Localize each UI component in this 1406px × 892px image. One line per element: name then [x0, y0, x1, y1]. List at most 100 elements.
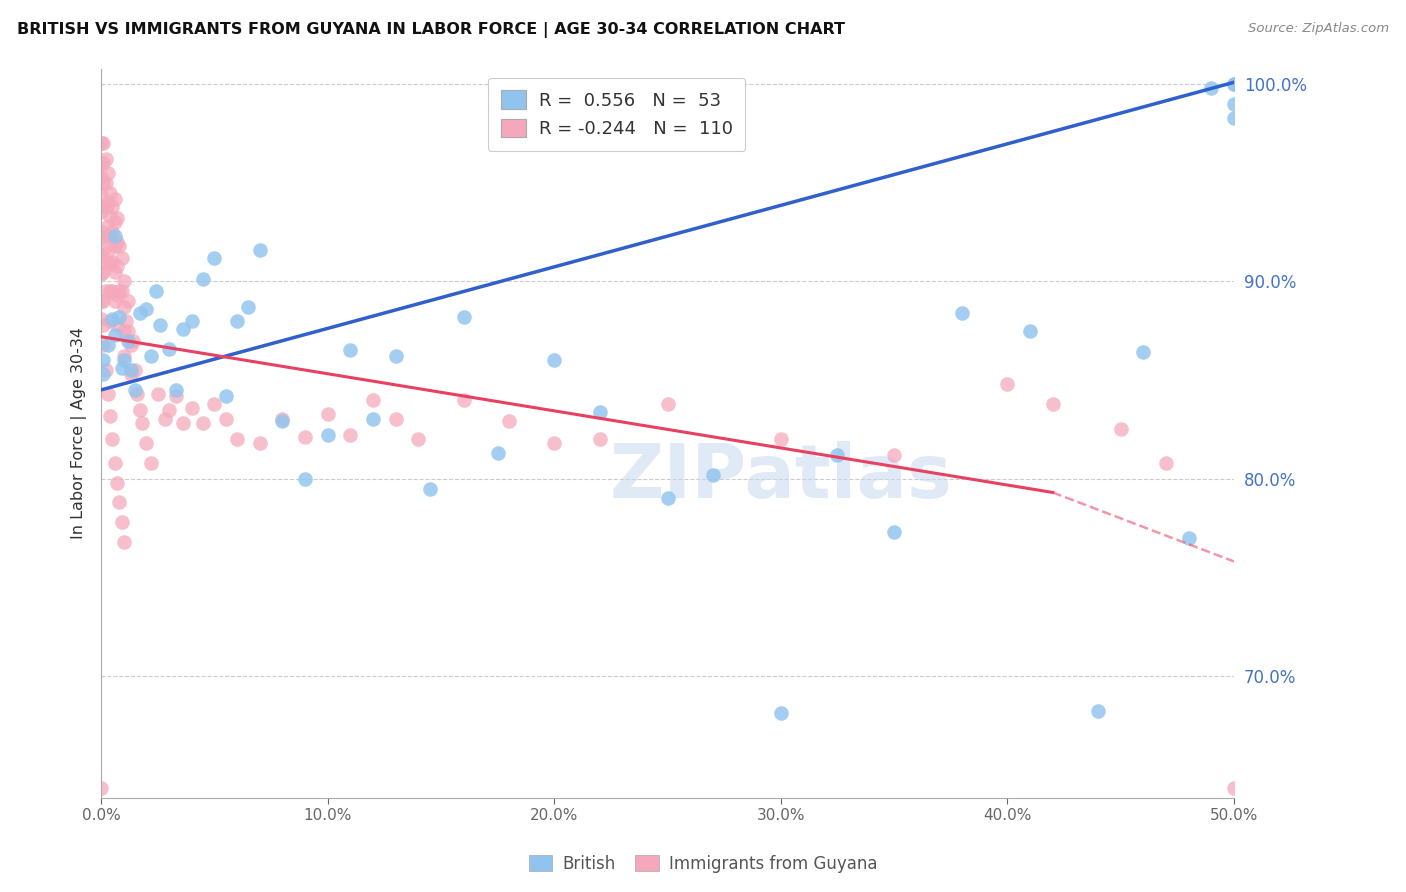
Point: [1132, 345, 1154, 359]
Point: [145, 285, 167, 299]
Point: [1019, 324, 1042, 338]
Point: [90, 231, 112, 245]
Point: [110, 515, 132, 529]
Point: [1154, 456, 1177, 470]
Point: [101, 285, 124, 299]
Point: [108, 495, 131, 509]
Point: [149, 318, 172, 332]
Point: [1223, 77, 1246, 91]
Legend: British, Immigrants from Guyana: British, Immigrants from Guyana: [522, 848, 884, 880]
Point: [702, 467, 724, 482]
Point: [588, 404, 610, 418]
Point: [121, 334, 143, 348]
Point: [101, 200, 124, 214]
Point: [94, 363, 117, 377]
Point: [108, 285, 131, 299]
Point: [157, 342, 180, 356]
Point: [101, 254, 124, 268]
Point: [165, 389, 187, 403]
Point: [90, 187, 112, 202]
Point: [90, 312, 112, 326]
Point: [108, 239, 131, 253]
Point: [1042, 397, 1064, 411]
Point: [112, 353, 135, 368]
Point: [112, 534, 135, 549]
Point: [90, 169, 112, 184]
Point: [94, 152, 117, 166]
Point: [117, 334, 139, 348]
Point: [191, 272, 214, 286]
Point: [191, 417, 214, 431]
Point: [94, 254, 117, 268]
Point: [202, 251, 225, 265]
Point: [588, 432, 610, 446]
Point: [883, 448, 905, 462]
Point: [112, 350, 135, 364]
Point: [98, 257, 121, 271]
Point: [120, 367, 142, 381]
Point: [1109, 422, 1132, 436]
Point: [101, 432, 124, 446]
Point: [215, 412, 238, 426]
Point: [157, 402, 180, 417]
Point: [93, 264, 115, 278]
Point: [98, 210, 121, 224]
Point: [97, 387, 120, 401]
Point: [94, 176, 117, 190]
Point: [110, 361, 132, 376]
Point: [104, 192, 127, 206]
Point: [1087, 704, 1109, 718]
Point: [294, 472, 316, 486]
Point: [128, 402, 150, 417]
Point: [104, 229, 127, 244]
Point: [105, 235, 128, 249]
Point: [172, 322, 194, 336]
Point: [117, 294, 139, 309]
Point: [101, 312, 124, 326]
Point: [131, 417, 153, 431]
Point: [135, 301, 157, 316]
Point: [316, 407, 339, 421]
Point: [112, 300, 135, 314]
Point: [165, 383, 187, 397]
Point: [180, 401, 202, 415]
Point: [93, 353, 115, 368]
Point: [97, 337, 120, 351]
Point: [271, 412, 294, 426]
Point: [115, 314, 138, 328]
Point: [339, 343, 361, 358]
Point: [124, 383, 146, 397]
Y-axis label: In Labor Force | Age 30-34: In Labor Force | Age 30-34: [72, 327, 87, 540]
Point: [180, 314, 202, 328]
Point: [339, 428, 361, 442]
Point: [105, 288, 128, 302]
Point: [94, 285, 117, 299]
Point: [97, 219, 120, 234]
Point: [139, 456, 162, 470]
Point: [419, 482, 441, 496]
Point: [135, 436, 157, 450]
Point: [1223, 77, 1246, 91]
Point: [90, 156, 112, 170]
Point: [1223, 97, 1246, 112]
Point: [93, 225, 115, 239]
Point: [139, 350, 162, 364]
Point: [98, 231, 121, 245]
Point: [93, 156, 115, 170]
Point: [93, 367, 115, 381]
Point: [543, 436, 565, 450]
Point: [104, 327, 127, 342]
Point: [93, 136, 115, 151]
Point: [97, 195, 120, 210]
Text: ZIPatlas: ZIPatlas: [609, 441, 952, 514]
Point: [498, 414, 520, 428]
Point: [657, 397, 679, 411]
Point: [657, 491, 679, 506]
Point: [105, 211, 128, 226]
Point: [146, 387, 169, 401]
Point: [128, 306, 150, 320]
Point: [215, 389, 238, 403]
Point: [153, 412, 176, 426]
Point: [238, 300, 260, 314]
Point: [950, 306, 973, 320]
